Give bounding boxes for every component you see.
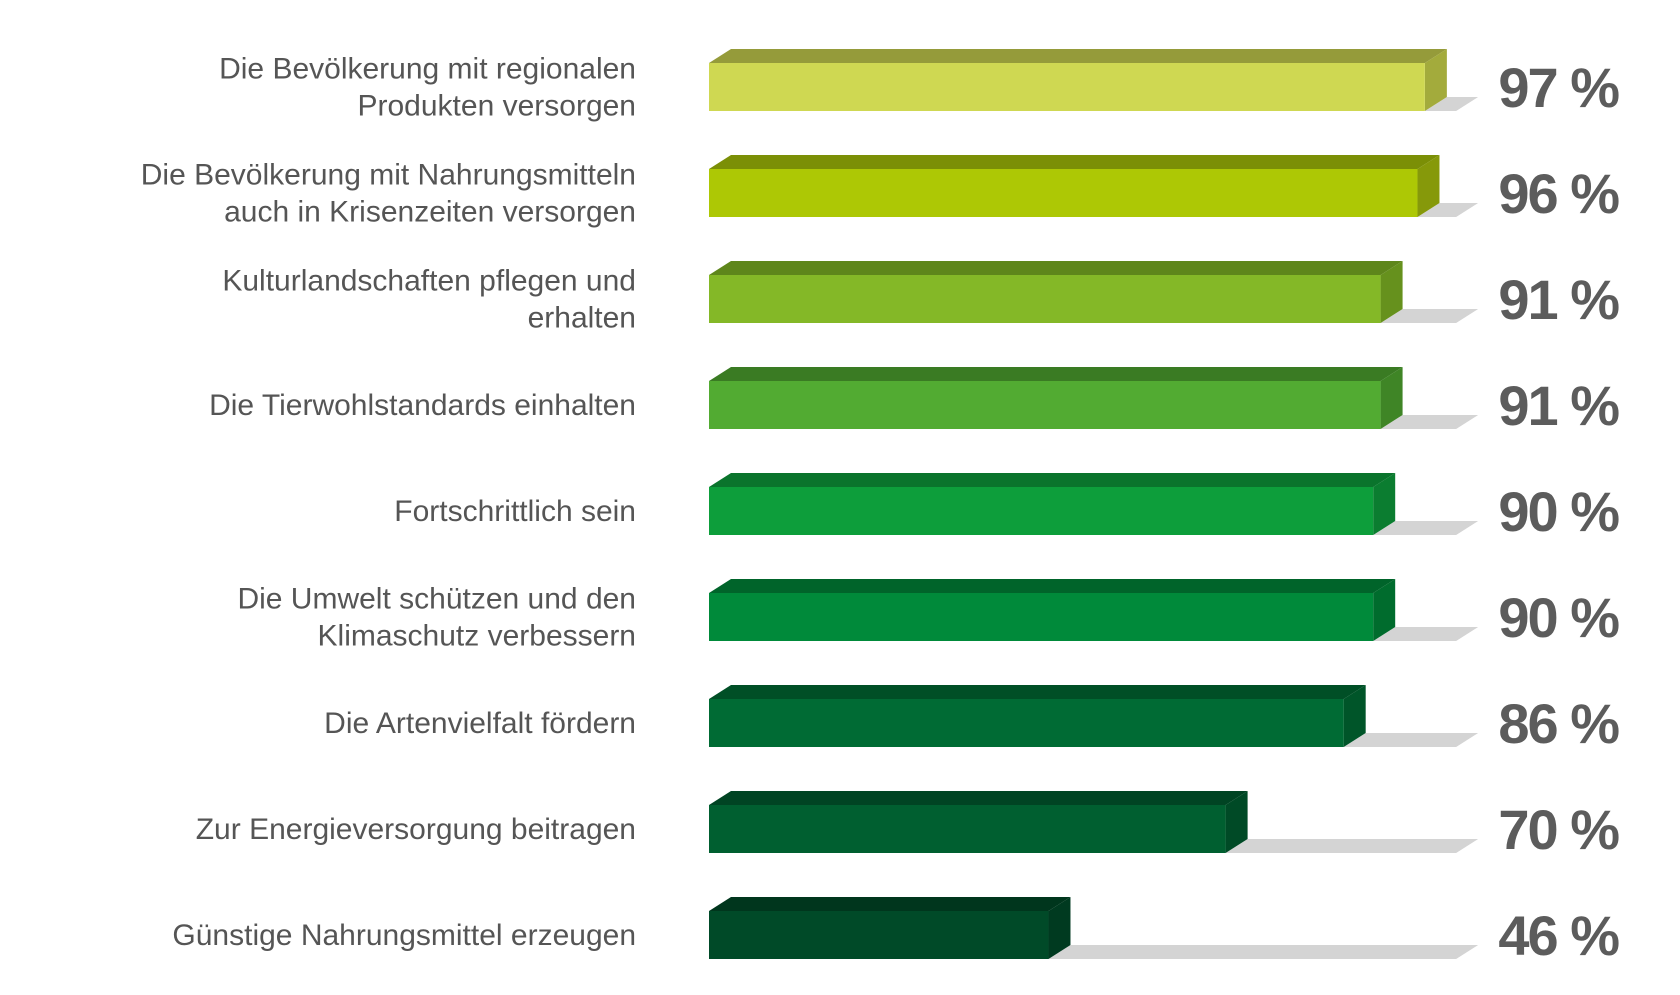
bar-side-face — [1373, 579, 1396, 641]
value-label: 97 % — [1498, 56, 1619, 119]
bar-side-face — [1380, 367, 1403, 429]
category-label: Die Tierwohlstandards einhalten — [209, 389, 636, 422]
category-label-line: Kulturlandschaften pflegen und — [222, 265, 636, 298]
category-label-line: Die Tierwohlstandards einhalten — [209, 389, 636, 422]
category-label: Die Bevölkerung mit regionalen Produkten … — [219, 53, 636, 123]
category-label-line: Günstige Nahrungsmittel erzeugen — [172, 919, 636, 952]
value-label: 86 % — [1498, 692, 1619, 755]
bar-front-face — [709, 169, 1418, 217]
bar-side-face — [1048, 897, 1071, 959]
bar-side-face — [1343, 685, 1366, 747]
bar-top-face — [709, 579, 1396, 593]
category-label: Fortschrittlich sein — [394, 495, 636, 528]
category-label: Die Artenvielfalt fördern — [324, 707, 636, 740]
category-label: Die Bevölkerung mit Nahrungsmitteln auch … — [141, 159, 636, 229]
bar-front-face — [709, 699, 1344, 747]
bar-shadow-floor — [1380, 415, 1478, 429]
category-label-line: auch in Krisenzeiten versorgen — [224, 196, 636, 229]
bar-shadow-floor — [1424, 97, 1478, 111]
category-label: Günstige Nahrungsmittel erzeugen — [172, 919, 636, 952]
bar-front-face — [709, 593, 1374, 641]
bar-top-face — [709, 473, 1396, 487]
bar-top-face — [709, 685, 1366, 699]
value-label: 91 % — [1498, 268, 1619, 331]
bar-top-face — [709, 155, 1440, 169]
category-label-line: Die Bevölkerung mit regionalen — [219, 53, 636, 86]
category-label-line: Die Umwelt schützen und den — [237, 583, 636, 616]
bar-row-1: Die Bevölkerung mit regionalen Produkten … — [219, 49, 1621, 123]
bar-row-7: Die Artenvielfalt fördern 86 % — [324, 685, 1621, 755]
bar-side-face — [1373, 473, 1396, 535]
category-label-line: erhalten — [528, 302, 636, 335]
value-label: 91 % — [1498, 374, 1619, 437]
category-label-line: Zur Energieversorgung beitragen — [196, 813, 636, 846]
bar-top-face — [709, 897, 1071, 911]
value-label: 90 % — [1498, 480, 1619, 543]
bar-row-2: Die Bevölkerung mit Nahrungsmitteln auch … — [141, 155, 1621, 229]
bar-shadow-floor — [1343, 733, 1478, 747]
bar-top-face — [709, 791, 1248, 805]
category-label-line: Die Artenvielfalt fördern — [324, 707, 636, 740]
bar-front-face — [709, 381, 1381, 429]
bar-shadow-floor — [1380, 309, 1478, 323]
bar-top-face — [709, 49, 1447, 63]
bar-front-face — [709, 275, 1381, 323]
category-label: Kulturlandschaften pflegen und erhalten — [222, 265, 636, 335]
bar-side-face — [1417, 155, 1440, 217]
bar-front-face — [709, 487, 1374, 535]
value-label: 46 % — [1498, 904, 1619, 967]
bar-shadow-floor — [1225, 839, 1478, 853]
bar-row-8: Zur Energieversorgung beitragen 70 % — [196, 791, 1621, 861]
bar-side-face — [1424, 49, 1447, 111]
category-label-line: Die Bevölkerung mit Nahrungsmitteln — [141, 159, 636, 192]
bar-front-face — [709, 63, 1425, 111]
bar-row-3: Kulturlandschaften pflegen und erhalten 91… — [222, 261, 1621, 335]
bar-shadow-floor — [1373, 627, 1478, 641]
bar-top-face — [709, 367, 1403, 381]
category-label: Zur Energieversorgung beitragen — [196, 813, 636, 846]
bar-side-face — [1225, 791, 1248, 853]
bar-row-9: Günstige Nahrungsmittel erzeugen 46 % — [172, 897, 1621, 967]
bar-row-5: Fortschrittlich sein 90 % — [394, 473, 1621, 543]
category-label-line: Klimaschutz verbessern — [318, 620, 636, 653]
bar-shadow-floor — [1048, 945, 1478, 959]
bar-front-face — [709, 805, 1226, 853]
category-label-line: Produkten versorgen — [358, 90, 637, 123]
bar-side-face — [1380, 261, 1403, 323]
value-label: 96 % — [1498, 162, 1619, 225]
category-label-line: Fortschrittlich sein — [394, 495, 636, 528]
value-label: 90 % — [1498, 586, 1619, 649]
bar-top-face — [709, 261, 1403, 275]
value-label: 70 % — [1498, 798, 1619, 861]
bar-shadow-floor — [1373, 521, 1478, 535]
bar-row-6: Die Umwelt schützen und den Klimaschutz v… — [237, 579, 1621, 653]
category-label: Die Umwelt schützen und den Klimaschutz v… — [237, 583, 636, 653]
bar-shadow-floor — [1417, 203, 1478, 217]
bar-front-face — [709, 911, 1049, 959]
bar-row-4: Die Tierwohlstandards einhalten 91 % — [209, 367, 1621, 437]
